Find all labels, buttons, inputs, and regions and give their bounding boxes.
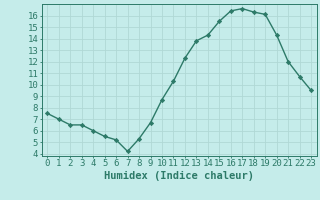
X-axis label: Humidex (Indice chaleur): Humidex (Indice chaleur) — [104, 171, 254, 181]
